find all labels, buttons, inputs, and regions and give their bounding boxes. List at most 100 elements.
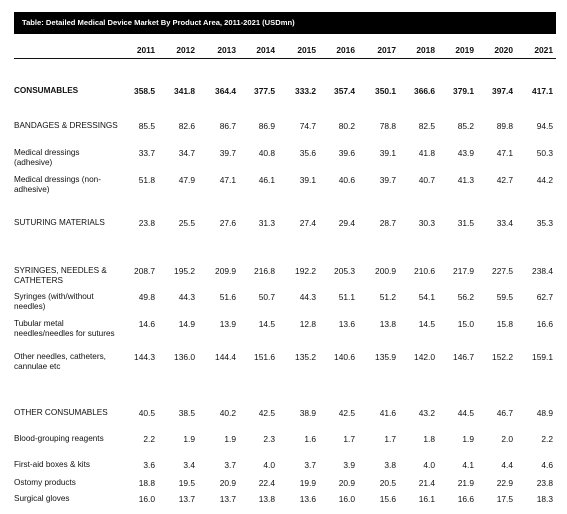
table-cell: 152.2 [492, 352, 513, 362]
table-cell: 46.7 [496, 408, 513, 418]
table-cell: 35.3 [536, 218, 553, 228]
table-cell: 50.3 [536, 148, 553, 158]
table-cell: 16.0 [338, 494, 355, 504]
table-cell: 16.6 [457, 494, 474, 504]
row-label: Other needles, catheters, cannulae etc [14, 352, 106, 371]
table-cell: 33.7 [138, 148, 155, 158]
table-cell: 146.7 [453, 352, 474, 362]
table-cell: 85.2 [457, 121, 474, 131]
table-cell: 200.9 [375, 266, 396, 276]
table-cell: 2.3 [263, 434, 275, 444]
table-cell: 13.7 [219, 494, 236, 504]
table-cell: 51.1 [338, 292, 355, 302]
table-cell: 41.6 [379, 408, 396, 418]
table-cell: 89.8 [496, 121, 513, 131]
table-cell: 3.6 [143, 460, 155, 470]
table-cell: 4.6 [541, 460, 553, 470]
year-header-2012: 2012 [176, 45, 195, 55]
table-cell: 3.7 [224, 460, 236, 470]
table-cell: 216.8 [254, 266, 275, 276]
row-label: SYRINGES, NEEDLES & CATHETERS [14, 266, 107, 285]
year-header-2017: 2017 [377, 45, 396, 55]
table-cell: 19.9 [299, 478, 316, 488]
table-cell: 44.3 [299, 292, 316, 302]
table-cell: 40.2 [219, 408, 236, 418]
year-header-2014: 2014 [256, 45, 275, 55]
table-cell: 42.7 [496, 175, 513, 185]
table-cell: 135.9 [375, 352, 396, 362]
table-cell: 39.1 [299, 175, 316, 185]
table-cell: 35.6 [299, 148, 316, 158]
table-cell: 142.0 [414, 352, 435, 362]
table-cell: 144.4 [215, 352, 236, 362]
table-cell: 3.8 [384, 460, 396, 470]
table-cell: 144.3 [134, 352, 155, 362]
table-cell: 33.4 [496, 218, 513, 228]
table-cell: 14.5 [258, 319, 275, 329]
table-cell: 16.6 [536, 319, 553, 329]
table-cell: 397.4 [492, 86, 513, 96]
table-cell: 21.4 [418, 478, 435, 488]
table-cell: 379.1 [453, 86, 474, 96]
table-cell: 357.4 [334, 86, 355, 96]
table-cell: 41.3 [457, 175, 474, 185]
table-cell: 28.7 [379, 218, 396, 228]
row-label: Medical dressings (non-adhesive) [14, 175, 101, 194]
table-title: Table: Detailed Medical Device Market By… [14, 12, 556, 34]
table-cell: 80.2 [338, 121, 355, 131]
table-cell: 3.9 [343, 460, 355, 470]
table-cell: 13.6 [299, 494, 316, 504]
table-cell: 34.7 [178, 148, 195, 158]
table-cell: 16.0 [138, 494, 155, 504]
table-cell: 15.6 [379, 494, 396, 504]
table-cell: 13.9 [219, 319, 236, 329]
table-cell: 2.2 [541, 434, 553, 444]
table-cell: 1.9 [183, 434, 195, 444]
table-cell: 19.5 [178, 478, 195, 488]
header-rule [14, 58, 556, 59]
table-cell: 358.5 [134, 86, 155, 96]
table-cell: 74.7 [299, 121, 316, 131]
year-header-2020: 2020 [494, 45, 513, 55]
table-cell: 13.6 [338, 319, 355, 329]
table-cell: 42.5 [258, 408, 275, 418]
table-cell: 43.9 [457, 148, 474, 158]
table-cell: 47.1 [219, 175, 236, 185]
table-cell: 1.8 [423, 434, 435, 444]
table-cell: 40.8 [258, 148, 275, 158]
table-cell: 50.7 [258, 292, 275, 302]
table-cell: 82.6 [178, 121, 195, 131]
table-cell: 43.2 [418, 408, 435, 418]
table-cell: 140.6 [334, 352, 355, 362]
table-cell: 85.5 [138, 121, 155, 131]
row-label: Tubular metal needles/needles for suture… [14, 319, 115, 338]
table-cell: 159.1 [532, 352, 553, 362]
year-header-2013: 2013 [217, 45, 236, 55]
table-cell: 13.8 [258, 494, 275, 504]
year-header-2011: 2011 [136, 45, 155, 55]
table-cell: 78.8 [379, 121, 396, 131]
table-cell: 1.9 [462, 434, 474, 444]
table-cell: 205.3 [334, 266, 355, 276]
table-cell: 44.5 [457, 408, 474, 418]
table-cell: 151.6 [254, 352, 275, 362]
table-cell: 3.7 [304, 460, 316, 470]
table-cell: 195.2 [174, 266, 195, 276]
table-cell: 48.9 [536, 408, 553, 418]
table-cell: 31.5 [457, 218, 474, 228]
table-cell: 46.1 [258, 175, 275, 185]
table-cell: 30.3 [418, 218, 435, 228]
table-cell: 12.8 [299, 319, 316, 329]
table-cell: 38.5 [178, 408, 195, 418]
table-cell: 47.9 [178, 175, 195, 185]
table-cell: 94.5 [536, 121, 553, 131]
table-cell: 51.2 [379, 292, 396, 302]
table-cell: 15.0 [457, 319, 474, 329]
table-cell: 13.8 [379, 319, 396, 329]
row-label: First-aid boxes & kits [14, 460, 90, 469]
row-label: BANDAGES & DRESSINGS [14, 121, 118, 130]
table-cell: 14.9 [178, 319, 195, 329]
table-cell: 17.5 [496, 494, 513, 504]
table-cell: 366.6 [414, 86, 435, 96]
